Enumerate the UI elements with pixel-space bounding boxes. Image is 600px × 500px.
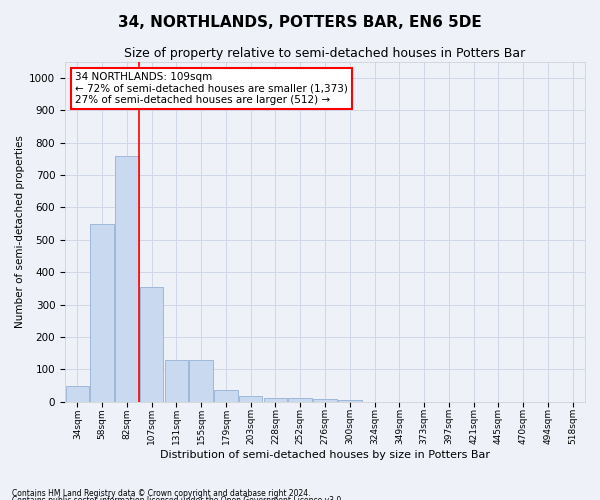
Bar (264, 398, 287, 402)
Title: Size of property relative to semi-detached houses in Potters Bar: Size of property relative to semi-detach… (124, 48, 526, 60)
Bar (313, 398, 337, 402)
Bar (115, 156, 139, 402)
Bar (164, 360, 188, 402)
Y-axis label: Number of semi-detached properties: Number of semi-detached properties (15, 136, 25, 328)
Bar (239, 396, 262, 402)
Bar (338, 400, 362, 402)
Text: 34 NORTHLANDS: 109sqm
← 72% of semi-detached houses are smaller (1,373)
27% of s: 34 NORTHLANDS: 109sqm ← 72% of semi-deta… (76, 72, 348, 105)
Text: Contains public sector information licensed under the Open Government Licence v3: Contains public sector information licen… (12, 496, 344, 500)
X-axis label: Distribution of semi-detached houses by size in Potters Bar: Distribution of semi-detached houses by … (160, 450, 490, 460)
Bar (190, 360, 213, 402)
Bar (140, 287, 163, 402)
Bar (91, 224, 114, 402)
Text: 34, NORTHLANDS, POTTERS BAR, EN6 5DE: 34, NORTHLANDS, POTTERS BAR, EN6 5DE (118, 15, 482, 30)
Bar (65, 386, 89, 402)
Bar (214, 390, 238, 402)
Bar (289, 398, 312, 402)
Text: Contains HM Land Registry data © Crown copyright and database right 2024.: Contains HM Land Registry data © Crown c… (12, 488, 311, 498)
